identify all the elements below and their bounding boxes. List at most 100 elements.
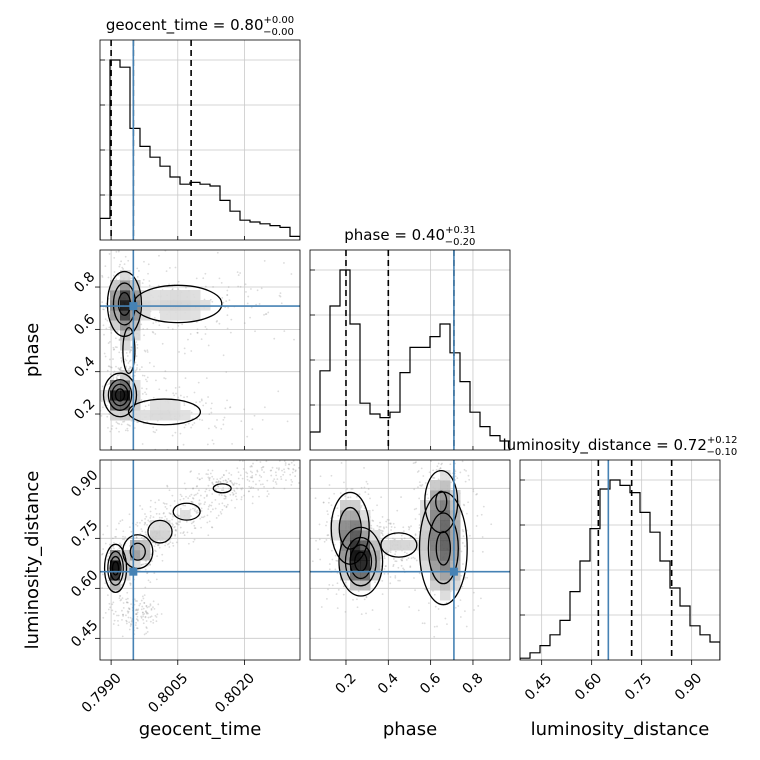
sample-point xyxy=(371,509,374,512)
sample-point xyxy=(123,420,126,423)
title-label-phase: phase = 0.40 xyxy=(344,226,445,244)
sample-point xyxy=(144,350,147,353)
sample-point xyxy=(195,277,198,280)
sample-point xyxy=(206,494,208,496)
sample-point xyxy=(334,568,337,571)
density-cell xyxy=(130,410,141,421)
sample-point xyxy=(143,260,145,263)
sample-point xyxy=(168,546,171,548)
sample-point xyxy=(290,478,293,481)
truth-marker-luminosity_distance-geocent_time xyxy=(129,567,138,576)
sample-point xyxy=(214,507,217,510)
sample-point xyxy=(195,485,198,488)
sample-point xyxy=(413,508,416,511)
sample-point xyxy=(177,288,180,291)
sample-point xyxy=(400,534,403,537)
sample-point xyxy=(179,498,182,501)
sample-point xyxy=(136,615,139,618)
sample-point xyxy=(24,413,26,415)
sample-point xyxy=(346,488,348,490)
sample-point xyxy=(169,504,172,507)
sample-point xyxy=(200,526,202,529)
sample-point xyxy=(393,526,396,529)
sample-point xyxy=(195,401,198,404)
sample-point xyxy=(153,545,156,548)
sample-point xyxy=(108,326,111,329)
sample-point xyxy=(120,357,123,359)
sample-point xyxy=(410,525,412,528)
contour-line xyxy=(147,519,173,544)
sample-point xyxy=(463,468,466,471)
sample-point xyxy=(135,613,138,616)
sample-point xyxy=(432,476,434,479)
sample-point xyxy=(101,406,104,409)
sample-point xyxy=(292,468,295,470)
sample-point xyxy=(112,545,114,548)
sample-point xyxy=(211,526,214,529)
sample-point xyxy=(433,625,436,628)
sample-point xyxy=(196,492,199,495)
sample-point xyxy=(102,533,105,536)
sample-point xyxy=(405,558,408,561)
density-cell xyxy=(120,370,131,381)
sample-point xyxy=(109,373,112,376)
sample-point xyxy=(346,496,349,499)
sample-point xyxy=(320,606,323,608)
sample-point xyxy=(227,478,230,480)
sample-point xyxy=(256,470,259,473)
sample-point xyxy=(449,463,452,466)
title-minus-geocent_time: −0.00 xyxy=(263,27,294,38)
sample-point xyxy=(192,497,195,500)
sample-point xyxy=(198,503,201,506)
sample-point xyxy=(225,495,227,498)
density-cell xyxy=(440,530,451,541)
title-minus-luminosity_distance: −0.10 xyxy=(707,447,738,458)
sample-point xyxy=(150,608,153,611)
sample-point xyxy=(107,579,110,582)
sample-point xyxy=(104,355,107,358)
sample-point xyxy=(225,469,228,472)
contour-line xyxy=(103,543,128,594)
sample-point xyxy=(261,419,264,421)
density-phase-geocent_time xyxy=(24,250,295,450)
sample-point xyxy=(144,610,147,613)
sample-point xyxy=(189,333,192,335)
sample-point xyxy=(190,500,193,503)
sample-point xyxy=(129,582,131,585)
sample-point xyxy=(360,486,363,489)
density-cell xyxy=(440,550,451,561)
sample-point xyxy=(155,320,157,323)
sample-point xyxy=(222,489,225,492)
sample-point xyxy=(197,511,199,514)
sample-point xyxy=(122,535,124,538)
sample-point xyxy=(219,477,222,480)
contour-line xyxy=(111,383,129,407)
sample-point xyxy=(112,377,115,380)
sample-point xyxy=(127,611,129,614)
contour-line xyxy=(349,544,373,580)
sample-point xyxy=(149,515,152,517)
sample-point xyxy=(116,374,119,377)
sample-point xyxy=(283,330,286,332)
sample-point xyxy=(190,426,193,429)
sample-point xyxy=(270,469,273,472)
sample-point xyxy=(328,563,331,565)
sample-point xyxy=(208,520,211,523)
sample-point xyxy=(280,302,283,305)
sample-point xyxy=(115,278,118,281)
density-cell xyxy=(350,530,361,541)
sample-point xyxy=(369,497,371,500)
sample-point xyxy=(112,601,115,604)
sample-point xyxy=(133,427,136,429)
sample-point xyxy=(374,581,376,583)
sample-point xyxy=(461,460,464,463)
density-cell xyxy=(340,510,351,521)
sample-point xyxy=(125,601,128,604)
sample-point xyxy=(196,485,198,487)
sample-point xyxy=(415,507,418,510)
density-cell xyxy=(450,510,461,521)
density-cell xyxy=(430,580,441,591)
sample-point xyxy=(106,525,109,527)
sample-point xyxy=(365,596,368,599)
sample-point xyxy=(306,469,308,471)
